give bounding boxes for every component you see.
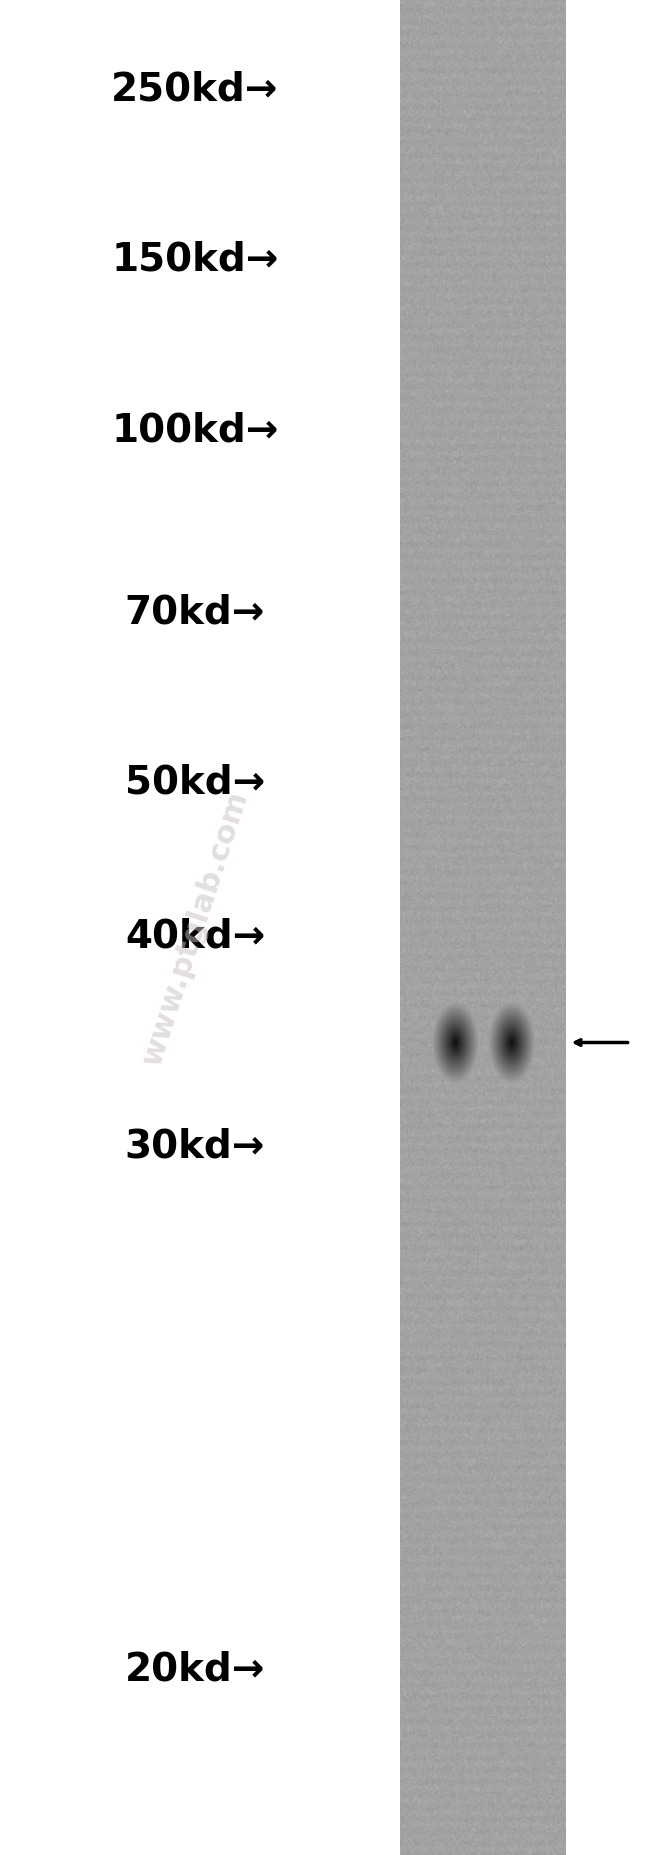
Text: 40kd→: 40kd→: [125, 918, 265, 955]
Text: 50kd→: 50kd→: [125, 764, 265, 801]
Text: 30kd→: 30kd→: [125, 1128, 265, 1165]
Text: 250kd→: 250kd→: [111, 70, 279, 108]
Text: www.ptglab.com: www.ptglab.com: [137, 787, 253, 1068]
Text: 150kd→: 150kd→: [111, 241, 279, 278]
Text: 100kd→: 100kd→: [111, 412, 279, 449]
Text: 70kd→: 70kd→: [125, 594, 265, 631]
Text: 20kd→: 20kd→: [125, 1651, 265, 1688]
